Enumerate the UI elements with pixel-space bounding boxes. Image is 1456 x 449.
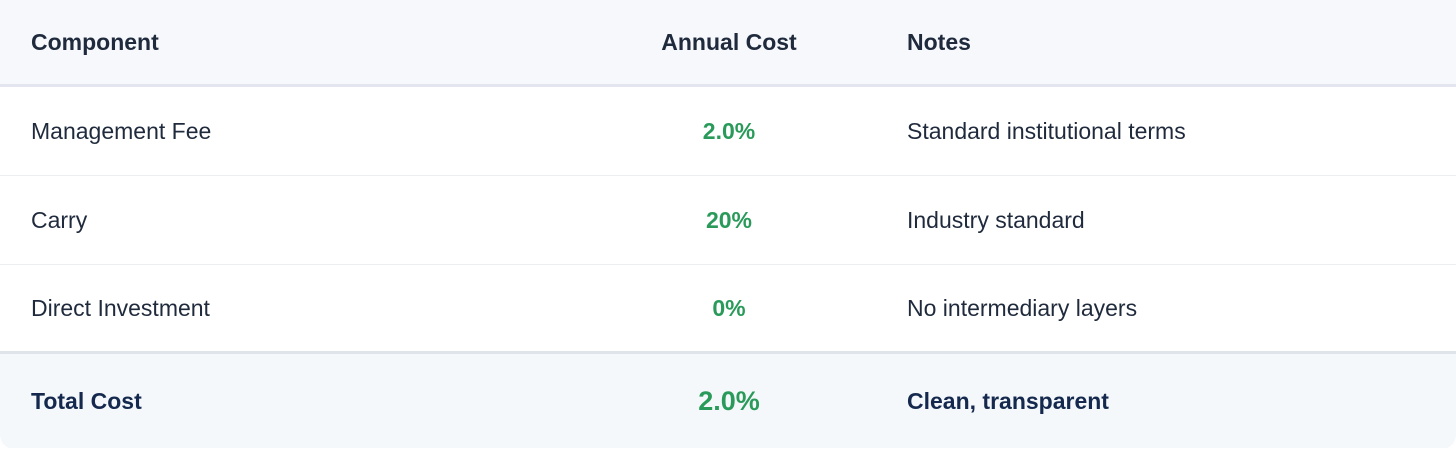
header-cell: Component <box>0 0 580 87</box>
header-row: Component Annual Cost Notes <box>0 0 1456 87</box>
table-cell: Standard institutional terms <box>878 85 1456 176</box>
table-row: Direct Investment 0% No intermediary layer… <box>0 264 1456 354</box>
header-cell: Notes <box>878 0 1456 87</box>
table-cell: No intermediary layers <box>878 264 1456 354</box>
total-cell: Total Cost <box>0 352 580 448</box>
total-cell: Clean, transparent <box>878 352 1456 448</box>
header-cell: Annual Cost <box>580 0 878 87</box>
table-cell: 2.0% <box>580 85 878 176</box>
total-cell: 2.0% <box>580 352 878 448</box>
table-cell: 0% <box>580 264 878 354</box>
table-cell: Carry <box>0 175 580 265</box>
table-cell: Industry standard <box>878 175 1456 265</box>
total-row: Total Cost 2.0% Clean, transparent <box>0 352 1456 448</box>
table-row: Carry 20% Industry standard <box>0 175 1456 265</box>
table-body: Management Fee 2.0% Standard institutional… <box>0 85 1456 354</box>
table-cell: Management Fee <box>0 85 580 176</box>
table-cell: 20% <box>580 175 878 265</box>
table-cell: Direct Investment <box>0 264 580 354</box>
table-row: Management Fee 2.0% Standard institutional… <box>0 85 1456 176</box>
